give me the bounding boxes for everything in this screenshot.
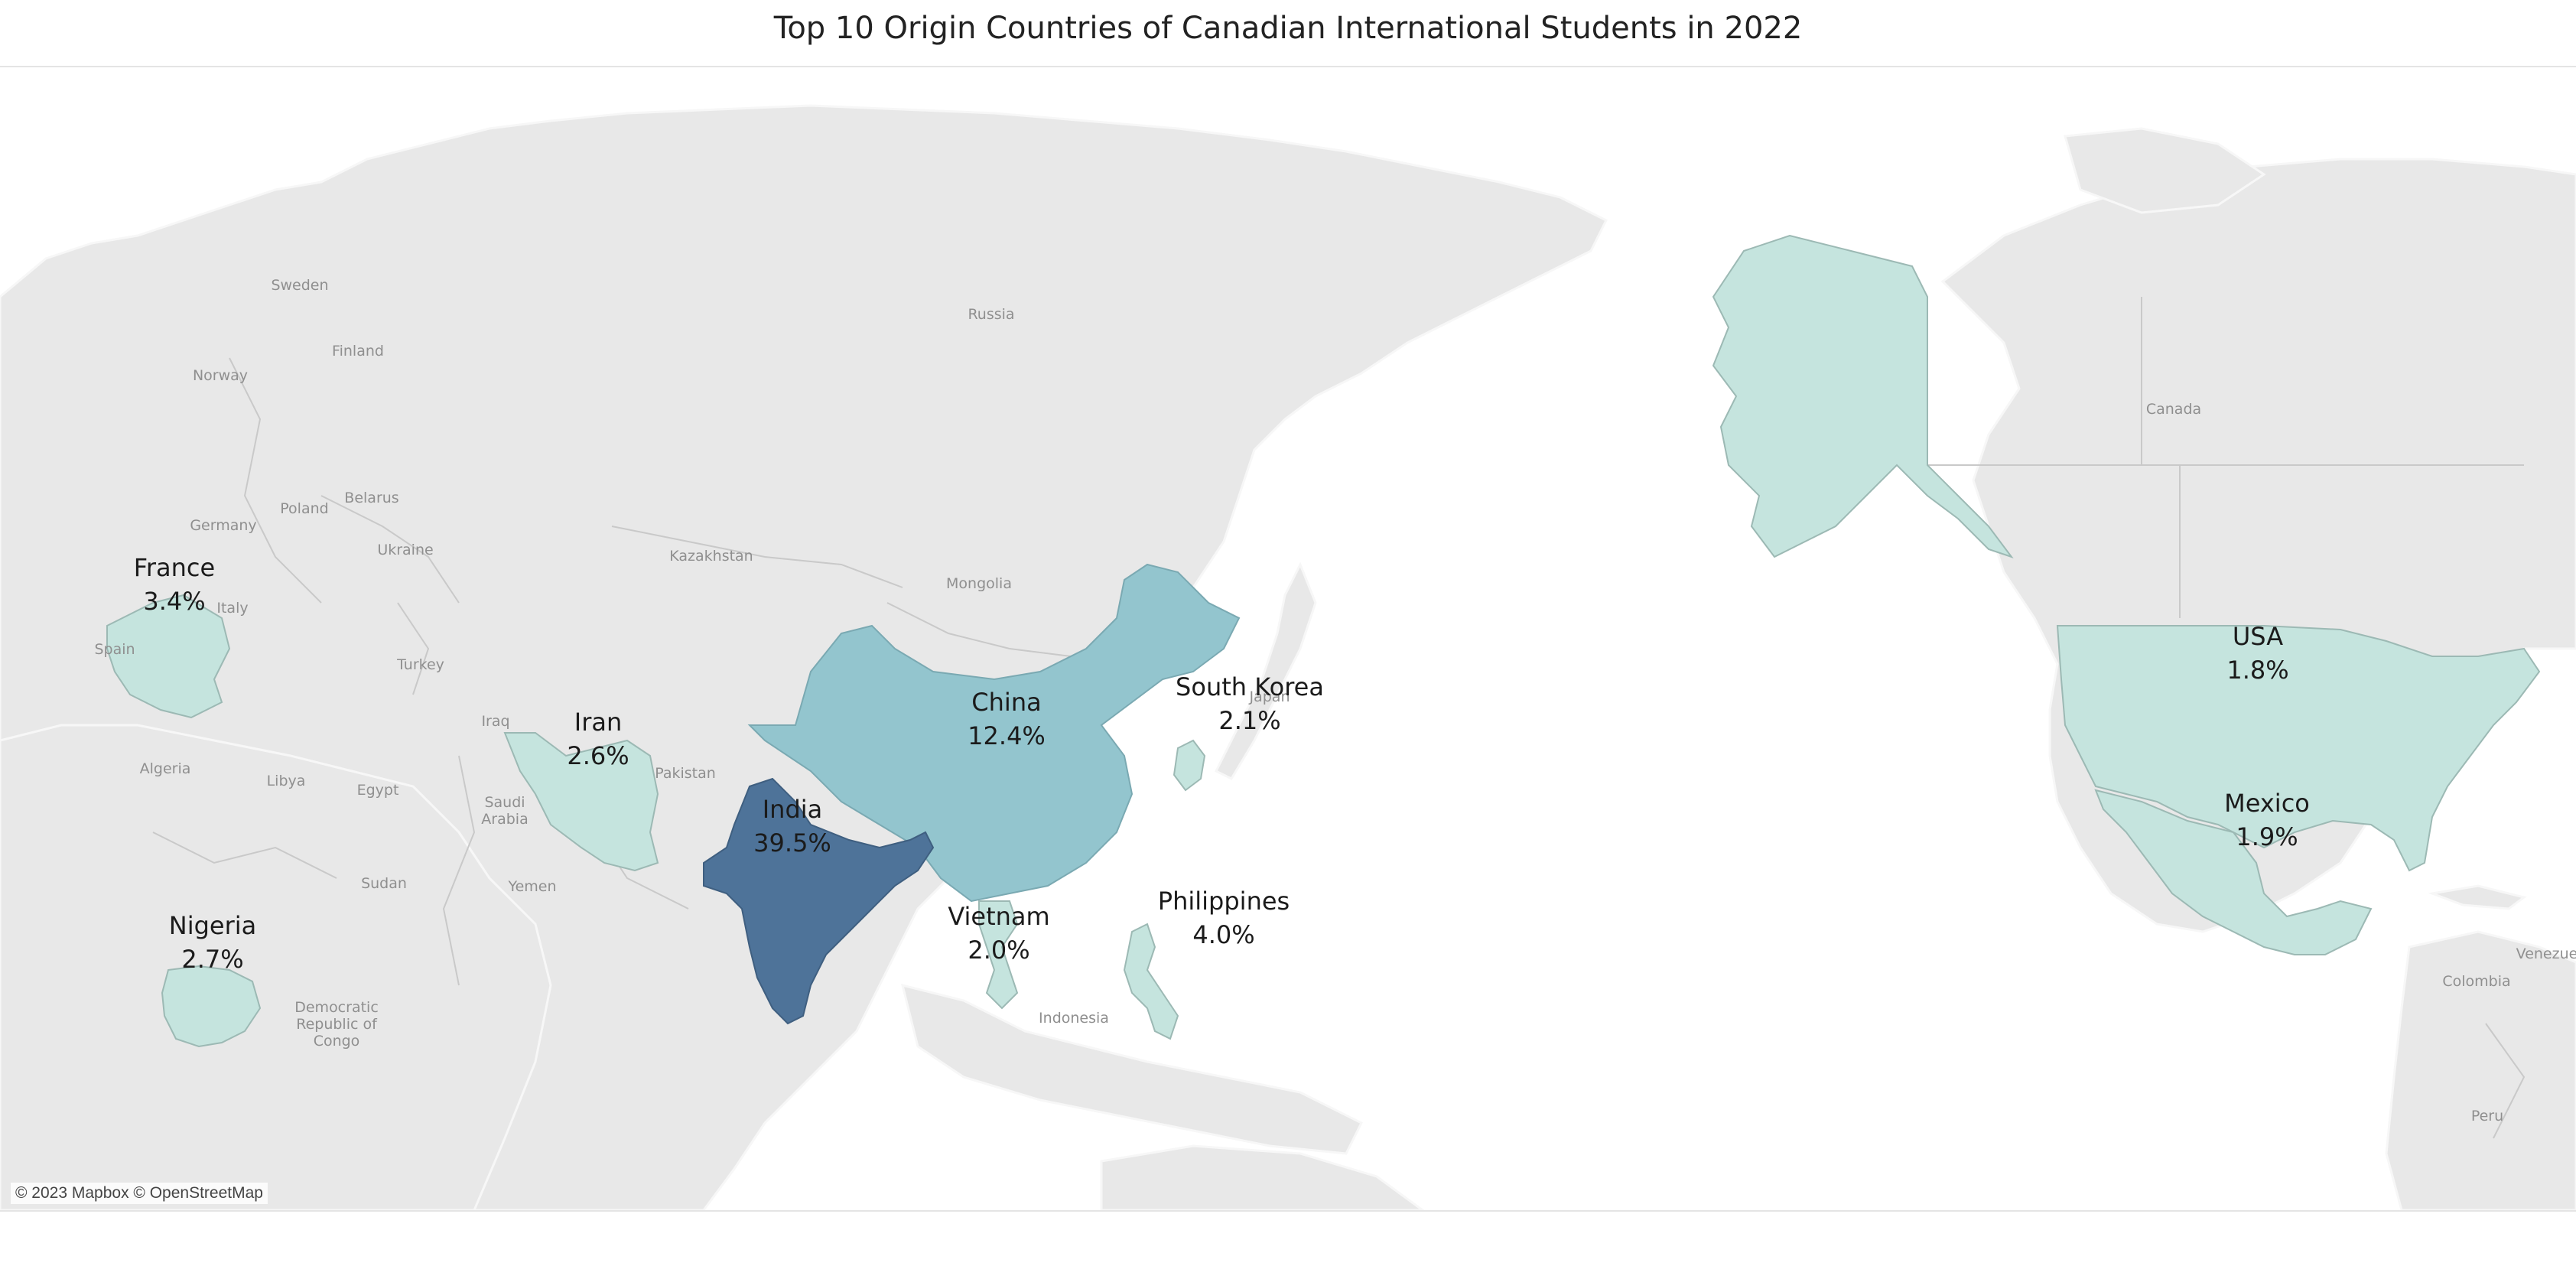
label-pakistan: Pakistan — [655, 765, 716, 782]
country-label-france: France 3.4% — [134, 551, 215, 618]
country-borders — [152, 297, 2526, 1139]
label-russia: Russia — [968, 306, 1015, 323]
label-norway: Norway — [192, 367, 249, 384]
country-value: 1.9% — [2236, 822, 2298, 851]
country-name: Vietnam — [948, 902, 1050, 931]
label-italy: Italy — [216, 600, 249, 617]
label-venezuela: Venezue — [2516, 945, 2576, 962]
indonesia-landmass — [900, 983, 1364, 1155]
usa-shape[interactable] — [2056, 625, 2541, 872]
country-label-china: China 12.4% — [968, 685, 1046, 753]
label-finland: Finland — [332, 343, 384, 360]
label-germany: Germany — [190, 517, 257, 534]
country-name: Mexico — [2224, 789, 2310, 818]
map-title: Top 10 Origin Countries of Canadian Inte… — [773, 11, 1803, 46]
country-label-vietnam: Vietnam 2.0% — [948, 900, 1049, 967]
country-label-nigeria: Nigeria 2.7% — [169, 909, 256, 976]
japan-landmass — [1214, 561, 1317, 780]
mexico-shape[interactable] — [2094, 789, 2373, 955]
label-iraq: Iraq — [481, 713, 510, 730]
label-colombia: Colombia — [2442, 973, 2511, 990]
greenland-landmass — [2064, 127, 2266, 214]
label-ukraine: Ukraine — [377, 542, 434, 558]
africa-landmass — [0, 724, 552, 1210]
south-korea-shape[interactable] — [1173, 739, 1206, 792]
world-map[interactable] — [0, 67, 2576, 1210]
label-algeria: Algeria — [139, 760, 191, 777]
vietnam-shape[interactable] — [978, 900, 1019, 1010]
country-value: 1.8% — [2226, 656, 2289, 685]
country-label-usa: USA 1.8% — [2226, 620, 2288, 687]
label-turkey: Turkey — [397, 656, 444, 673]
label-peru: Peru — [2470, 1108, 2504, 1124]
country-name: Philippines — [1157, 887, 1290, 916]
country-value: 2.1% — [1218, 706, 1281, 735]
label-belarus: Belarus — [344, 490, 399, 506]
country-name: USA — [2232, 622, 2284, 651]
country-name: Iran — [574, 708, 623, 737]
label-canada: Canada — [2145, 401, 2202, 418]
country-value: 4.0% — [1192, 920, 1255, 949]
australia-landmass — [1100, 1144, 1425, 1210]
label-poland: Poland — [280, 500, 329, 517]
china-shape[interactable] — [747, 563, 1241, 903]
label-indonesia: Indonesia — [1039, 1010, 1109, 1027]
country-value: 2.7% — [181, 945, 244, 974]
label-sudan: Sudan — [361, 875, 407, 892]
iran-shape[interactable] — [503, 732, 659, 872]
label-saudi-arabia: Saudi Arabia — [481, 794, 529, 828]
alaska-shape[interactable] — [1712, 234, 2014, 558]
country-name: South Korea — [1176, 672, 1324, 701]
france-shape[interactable] — [106, 594, 231, 719]
country-label-south-korea: South Korea 2.1% — [1176, 670, 1324, 737]
label-yemen: Yemen — [508, 878, 557, 895]
map-canvas[interactable]: Russia Sweden Finland Norway Germany Pol… — [0, 66, 2576, 1212]
label-libya: Libya — [266, 773, 306, 789]
country-name: China — [971, 688, 1042, 717]
country-name: France — [133, 553, 216, 582]
caribbean-landmass — [2428, 884, 2527, 910]
country-value: 39.5% — [753, 828, 831, 858]
label-egypt: Egypt — [356, 782, 399, 799]
label-kazakhstan: Kazakhstan — [669, 548, 753, 565]
label-drc: Democratic Republic of Congo — [294, 999, 379, 1050]
country-label-india: India 39.5% — [753, 792, 831, 860]
country-label-mexico: Mexico 1.9% — [2224, 786, 2310, 854]
country-value: 2.6% — [567, 741, 629, 770]
country-value: 3.4% — [143, 587, 206, 616]
label-spain: Spain — [94, 641, 135, 658]
south-america-landmass — [2385, 930, 2576, 1210]
map-attribution[interactable]: © 2023 Mapbox © OpenStreetMap — [11, 1183, 268, 1204]
country-label-iran: Iran 2.6% — [567, 705, 629, 773]
country-value: 12.4% — [968, 721, 1046, 750]
country-name: Nigeria — [168, 911, 257, 940]
country-label-philippines: Philippines 4.0% — [1158, 884, 1290, 952]
country-name: India — [762, 795, 823, 824]
nigeria-shape[interactable] — [161, 965, 262, 1048]
label-mongolia: Mongolia — [946, 575, 1012, 592]
label-sweden: Sweden — [271, 277, 329, 294]
philippines-shape[interactable] — [1123, 923, 1179, 1040]
label-japan: Japan — [1249, 688, 1290, 705]
india-shape[interactable] — [703, 777, 935, 1025]
country-value: 2.0% — [968, 936, 1030, 965]
